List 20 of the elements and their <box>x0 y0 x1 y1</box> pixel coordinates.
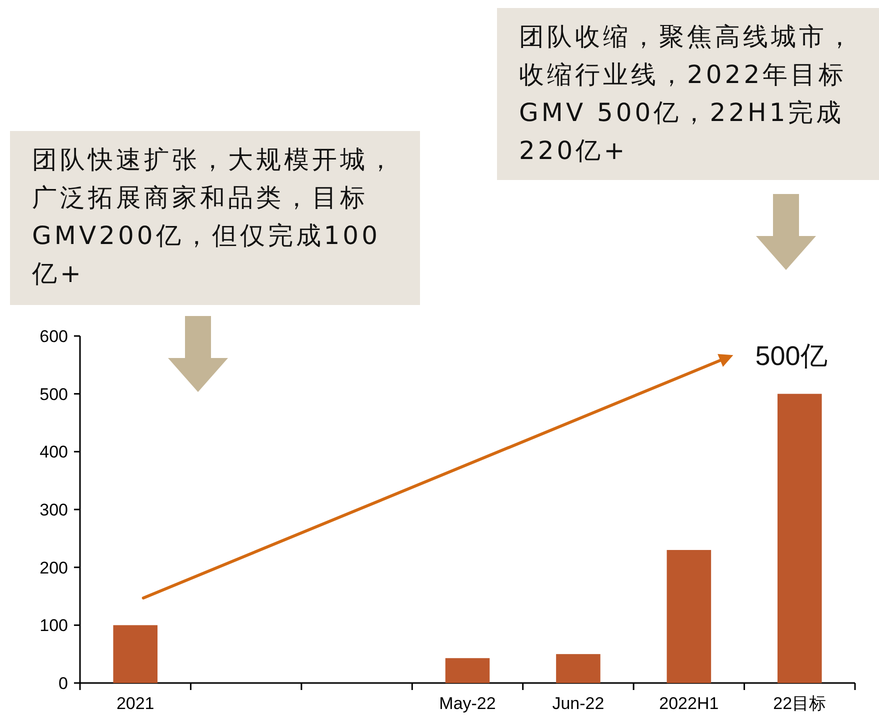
y-tick-label: 0 <box>58 674 68 693</box>
x-tick-label: Jun-22 <box>552 694 604 713</box>
bar <box>113 625 158 683</box>
y-tick-label: 200 <box>40 558 68 578</box>
y-tick-label: 400 <box>40 442 68 462</box>
x-tick-label: 2021 <box>116 694 154 713</box>
annotation: 500亿 <box>755 341 828 372</box>
x-tick-label: 2022H1 <box>659 694 719 713</box>
text: 团队快速扩张，大规模开城，广泛拓展商家和品类，目标GMV200亿，但仅完成100亿+ <box>10 131 420 305</box>
bar <box>778 394 822 683</box>
x-tick-label: May-22 <box>439 694 496 713</box>
bar <box>666 550 712 683</box>
y-tick-label: 600 <box>40 327 68 346</box>
bar <box>445 658 490 683</box>
y-tick-label: 500 <box>40 384 68 404</box>
text: 团队收缩，聚焦高线城市，收缩行业线，2022年目标GMV 500亿，22H1完成220亿+ <box>497 8 879 180</box>
bar <box>556 654 600 683</box>
y-tick-label: 300 <box>40 500 68 520</box>
x-tick-label: 22目标 <box>773 694 826 713</box>
y-tick-label: 100 <box>40 616 68 636</box>
